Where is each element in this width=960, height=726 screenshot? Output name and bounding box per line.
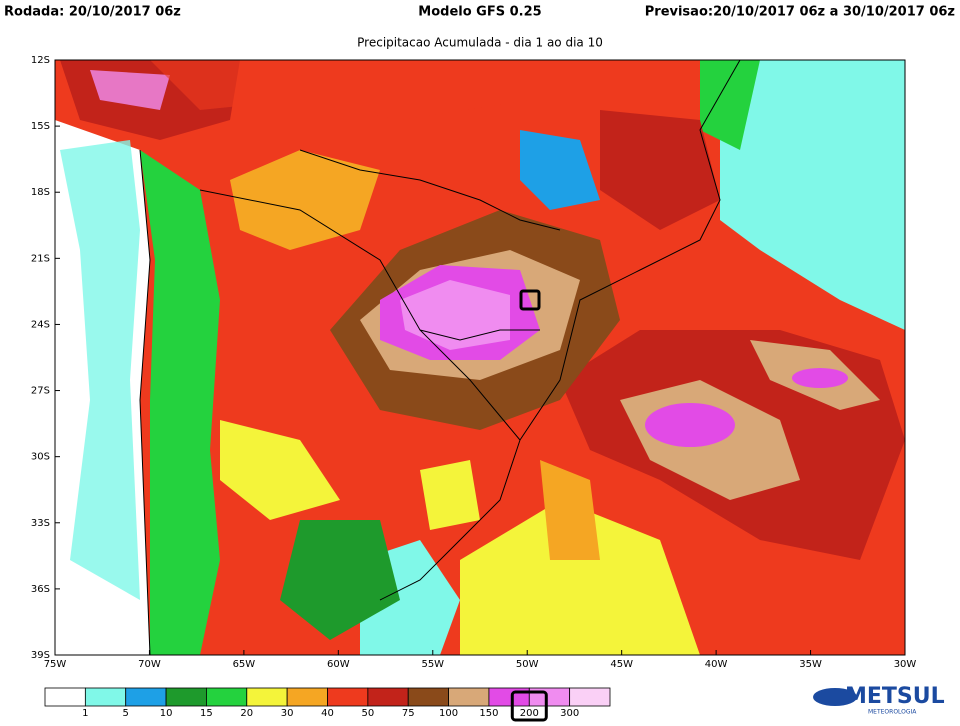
run-label: Rodada: 20/10/2017 06z (4, 5, 181, 20)
lon-label: 65W (233, 659, 256, 670)
lat-label: 24S (31, 319, 50, 330)
lat-label: 12S (31, 55, 50, 66)
colorbar-label: 1 (82, 708, 88, 719)
color-swatch (367, 687, 409, 707)
lon-label: 70W (138, 659, 161, 670)
color-swatch (246, 687, 288, 707)
logo-icon (813, 688, 857, 706)
color-swatch (84, 687, 127, 707)
precip-map (55, 60, 905, 655)
lat-label: 21S (31, 253, 50, 264)
lon-label: 55W (421, 659, 444, 670)
colorbar-label: 10 (160, 708, 173, 719)
lat-label: 30S (31, 452, 50, 463)
highlight-box (510, 690, 548, 722)
lon-label: 40W (705, 659, 728, 670)
color-swatch (286, 687, 328, 707)
color-swatch (165, 687, 207, 707)
lat-label: 15S (31, 121, 50, 132)
lat-label: 36S (31, 584, 50, 595)
color-swatch (327, 687, 369, 707)
lat-label: 33S (31, 518, 50, 529)
lon-label: 50W (516, 659, 539, 670)
lat-label: 39S (31, 650, 50, 661)
subtitle: Precipitacao Acumulada - dia 1 ao dia 10 (357, 36, 603, 50)
colorbar-label: 40 (321, 708, 334, 719)
colorbar-label: 15 (200, 708, 213, 719)
colorbar-label: 200 (520, 708, 539, 719)
colorbar-label: 100 (439, 708, 458, 719)
lon-label: 60W (327, 659, 350, 670)
logo-tagline: METEOROLOGIA (868, 709, 917, 716)
color-swatch (569, 687, 611, 707)
colorbar-label: 30 (281, 708, 294, 719)
color-swatch (125, 687, 167, 707)
logo-name: METSUL (845, 684, 945, 709)
map-frame (54, 59, 906, 656)
lon-label: 75W (44, 659, 67, 670)
lat-label: 27S (31, 386, 50, 397)
colorbar-label: 300 (560, 708, 579, 719)
lon-label: 45W (610, 659, 633, 670)
lat-label: 18S (31, 187, 50, 198)
color-swatch (206, 687, 248, 707)
colorbar-label: 150 (479, 708, 498, 719)
color-swatch (44, 687, 86, 707)
colorbar-label: 50 (361, 708, 374, 719)
colorbar-label: 20 (240, 708, 253, 719)
color-swatch (407, 687, 449, 707)
lon-label: 30W (894, 659, 917, 670)
colorbar-label: 75 (402, 708, 415, 719)
forecast-label: Previsao:20/10/2017 06z a 30/10/2017 06z (645, 5, 955, 20)
model-label: Modelo GFS 0.25 (418, 5, 541, 20)
colorbar-label: 5 (123, 708, 129, 719)
color-swatch (448, 687, 490, 707)
lon-label: 35W (799, 659, 822, 670)
